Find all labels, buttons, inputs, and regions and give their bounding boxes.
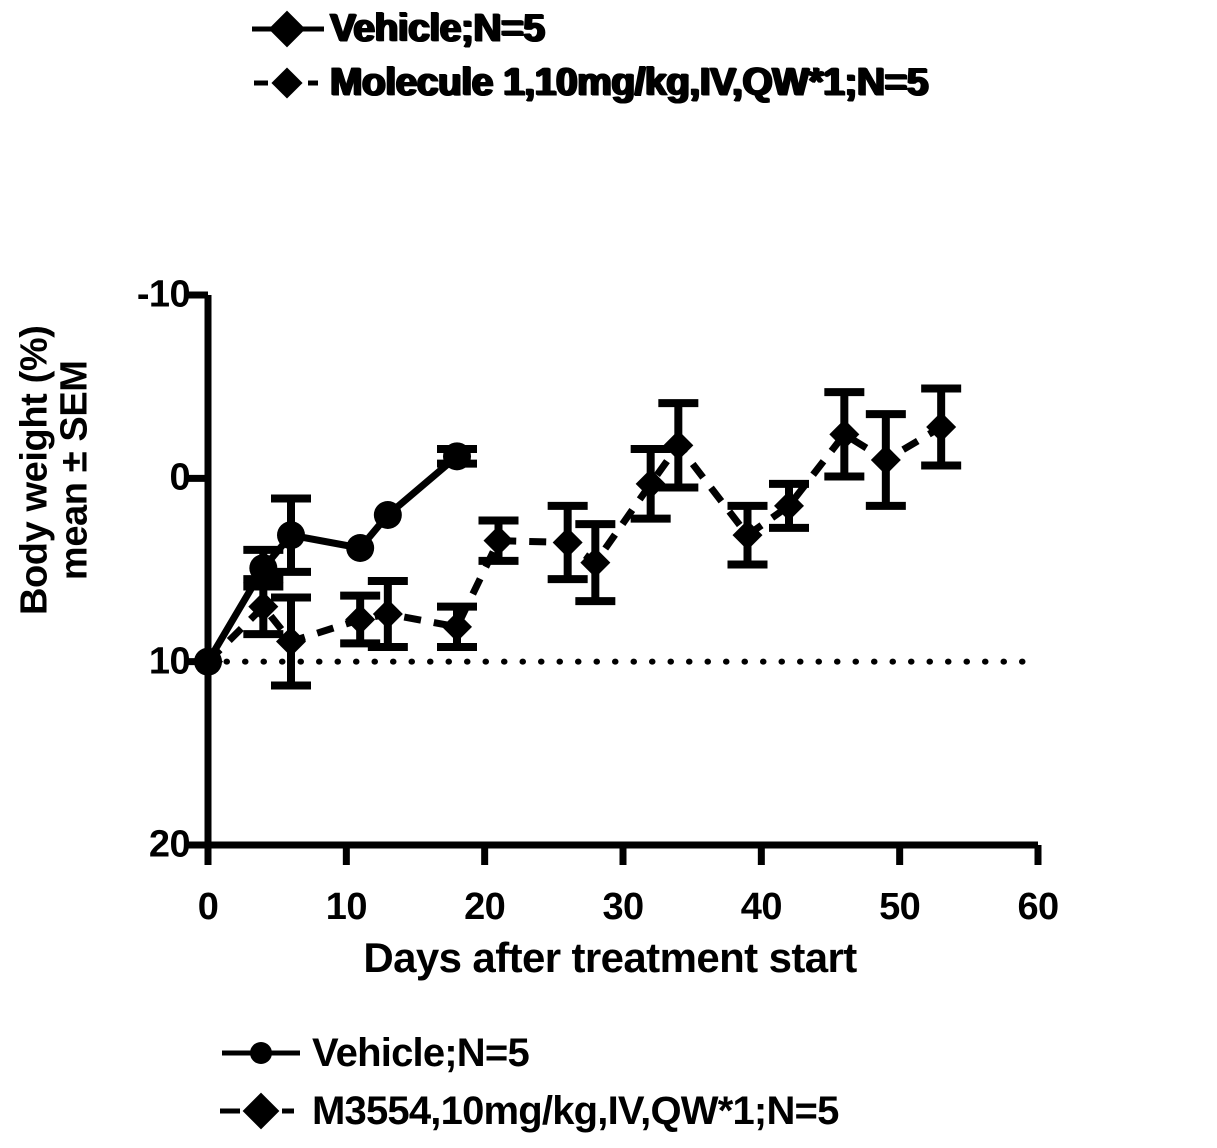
- legend-item-vehicle: Vehicle;N=5: [216, 1024, 1116, 1082]
- y-tick-label: 20: [149, 824, 190, 867]
- data-point-diamond: [871, 445, 901, 475]
- data-point-diamond: [484, 526, 514, 556]
- data-point-diamond: [553, 528, 583, 558]
- y-tick-label: 10: [149, 640, 190, 683]
- x-tick-label: 10: [301, 886, 391, 929]
- x-tick-label: 20: [440, 886, 530, 929]
- y-tick-label: -10: [137, 274, 190, 317]
- data-point-circle: [277, 521, 305, 549]
- y-axis-title-line2: mean ± SEM: [55, 210, 95, 730]
- legend-label-vehicle: Vehicle;N=5: [312, 1031, 529, 1076]
- data-point-circle: [374, 501, 402, 529]
- x-tick-label: 40: [716, 886, 806, 929]
- data-point-diamond: [442, 612, 472, 642]
- legend-label-m3554: M3554,10mg/kg,IV,QW*1;N=5: [312, 1089, 839, 1134]
- data-point-circle: [346, 534, 374, 562]
- diamond-icon: [216, 1094, 312, 1128]
- bottom-legend: Vehicle;N=5 M3554,10mg/kg,IV,QW*1;N=5: [216, 1024, 1116, 1140]
- data-point-circle: [443, 442, 471, 470]
- y-tick-label: 0: [169, 457, 190, 500]
- x-tick-label: 60: [993, 886, 1083, 929]
- x-tick-label: 50: [855, 886, 945, 929]
- data-point-diamond: [345, 605, 375, 635]
- circle-icon: [216, 1036, 312, 1070]
- x-tick-label: 30: [578, 886, 668, 929]
- series-vehicle: [194, 442, 477, 675]
- data-point-diamond: [926, 412, 956, 442]
- data-point-diamond: [663, 430, 693, 460]
- legend-item-m3554: M3554,10mg/kg,IV,QW*1;N=5: [216, 1082, 1116, 1140]
- data-point-diamond: [373, 599, 403, 629]
- x-axis-title: Days after treatment start: [180, 934, 1040, 982]
- data-point-diamond: [580, 548, 610, 578]
- y-axis-title-line1: Body weight (%): [15, 210, 55, 730]
- y-axis-title: Body weight (%) mean ± SEM: [15, 210, 96, 730]
- x-tick-label: 0: [163, 886, 253, 929]
